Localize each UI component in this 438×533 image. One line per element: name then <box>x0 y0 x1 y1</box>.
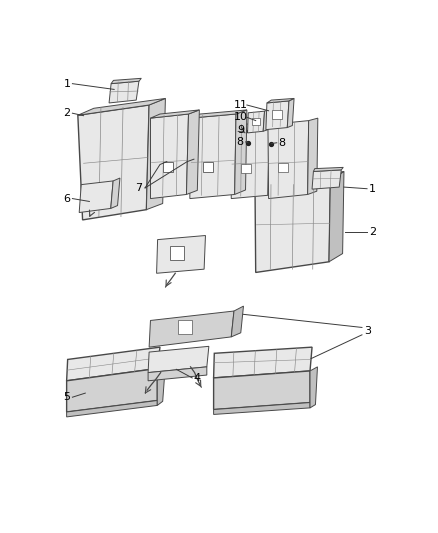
Polygon shape <box>266 101 289 130</box>
Polygon shape <box>151 110 199 118</box>
Text: 4: 4 <box>194 373 201 383</box>
Text: 9: 9 <box>237 125 244 135</box>
Polygon shape <box>149 311 234 347</box>
Polygon shape <box>156 236 205 273</box>
Polygon shape <box>111 78 141 84</box>
Polygon shape <box>67 368 157 412</box>
Polygon shape <box>235 110 247 195</box>
Polygon shape <box>268 119 279 195</box>
Text: 11: 11 <box>234 100 248 110</box>
Polygon shape <box>148 367 207 381</box>
Polygon shape <box>187 110 199 195</box>
Polygon shape <box>111 178 120 208</box>
Polygon shape <box>214 347 312 378</box>
FancyBboxPatch shape <box>203 162 213 172</box>
Text: 7: 7 <box>135 183 142 193</box>
Polygon shape <box>307 118 318 195</box>
Polygon shape <box>267 99 294 103</box>
Polygon shape <box>329 172 344 262</box>
Text: 5: 5 <box>64 392 71 402</box>
Polygon shape <box>148 346 209 373</box>
Text: 8: 8 <box>278 138 285 148</box>
Polygon shape <box>314 167 343 172</box>
Polygon shape <box>78 105 149 220</box>
Polygon shape <box>78 99 166 115</box>
Polygon shape <box>310 367 318 408</box>
Text: 3: 3 <box>364 326 371 336</box>
Text: 1: 1 <box>369 184 376 193</box>
Polygon shape <box>263 109 269 131</box>
FancyBboxPatch shape <box>178 320 192 334</box>
Polygon shape <box>255 180 330 272</box>
Polygon shape <box>190 114 236 199</box>
Polygon shape <box>214 402 310 415</box>
Polygon shape <box>287 99 294 127</box>
FancyBboxPatch shape <box>170 246 184 260</box>
Polygon shape <box>67 347 160 381</box>
Text: 2: 2 <box>64 108 71 118</box>
Polygon shape <box>268 120 309 199</box>
Polygon shape <box>146 99 166 209</box>
Polygon shape <box>247 111 265 133</box>
FancyBboxPatch shape <box>241 164 251 173</box>
Polygon shape <box>231 306 244 337</box>
Text: 2: 2 <box>369 227 376 237</box>
Text: 10: 10 <box>234 112 248 122</box>
FancyBboxPatch shape <box>252 118 260 125</box>
Polygon shape <box>255 172 344 189</box>
Polygon shape <box>230 122 269 199</box>
FancyBboxPatch shape <box>163 162 173 172</box>
Polygon shape <box>312 170 341 189</box>
Polygon shape <box>67 400 157 417</box>
Polygon shape <box>151 114 188 199</box>
Polygon shape <box>157 365 166 406</box>
Text: 8: 8 <box>237 137 244 147</box>
Polygon shape <box>190 110 247 118</box>
Text: 6: 6 <box>64 193 71 204</box>
Polygon shape <box>79 181 113 213</box>
Polygon shape <box>214 371 310 409</box>
Text: 1: 1 <box>64 79 71 88</box>
FancyBboxPatch shape <box>272 110 282 119</box>
FancyBboxPatch shape <box>279 163 288 172</box>
Polygon shape <box>109 81 139 103</box>
